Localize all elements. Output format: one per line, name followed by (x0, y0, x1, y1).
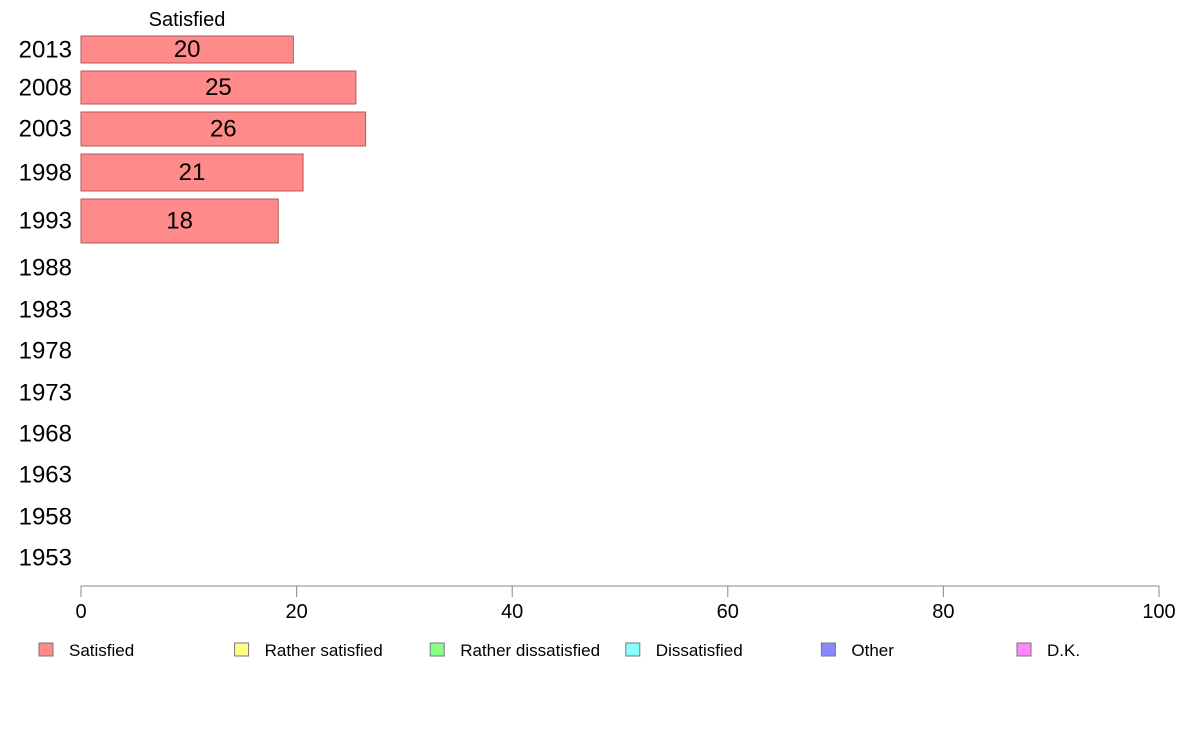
y-tick-label-1963: 1963 (19, 461, 72, 488)
legend-label: Satisfied (69, 641, 134, 660)
data-label-2013: 20 (174, 36, 201, 63)
x-axis: 0 20 40 60 80 100 (75, 585, 1176, 623)
legend: Satisfied Rather satisfied Rather dissatis… (38, 641, 1080, 660)
bar-1993-satisfied (80, 198, 279, 244)
y-tick-label-1983: 1983 (19, 296, 72, 323)
x-tick-label-40: 40 (501, 601, 523, 623)
y-tick-label-1968: 1968 (19, 420, 72, 447)
legend-swatch-satisfied (38, 642, 54, 657)
y-tick-label-2003: 2003 (19, 115, 72, 142)
x-tick-label-100: 100 (1142, 601, 1175, 623)
y-tick-label-1988: 1988 (19, 254, 72, 281)
bar-1998-satisfied (80, 153, 304, 192)
y-tick-label-2008: 2008 (19, 74, 72, 101)
legend-swatch-d-k- (1016, 642, 1032, 657)
y-tick-label-2013: 2013 (19, 36, 72, 63)
y-tick-label-1973: 1973 (19, 379, 72, 406)
y-tick-label-1998: 1998 (19, 159, 72, 186)
legend-label: Dissatisfied (656, 641, 743, 660)
data-label-2008: 25 (205, 74, 232, 101)
data-label-1993: 18 (166, 207, 193, 234)
legend-label: Other (851, 641, 894, 660)
column-header: Satisfied (149, 9, 226, 31)
y-tick-label-1993: 1993 (19, 207, 72, 234)
legend-label: D.K. (1047, 641, 1080, 660)
x-tick-label-20: 20 (285, 601, 307, 623)
x-tick-label-0: 0 (75, 601, 86, 623)
legend-swatch-dissatisfied (625, 642, 641, 657)
bar-2003-satisfied (80, 111, 367, 147)
y-tick-label-1953: 1953 (19, 544, 72, 571)
data-label-1998: 21 (179, 159, 206, 186)
legend-label: Rather dissatisfied (460, 641, 600, 660)
legend-swatch-rather-satisfied (234, 642, 250, 657)
legend-swatch-rather-dissatisfied (429, 642, 445, 657)
y-axis-labels: 2013 2008 2003 1998 1993 1988 1983 1978 1973 1968… (19, 36, 72, 571)
bar-2013-satisfied (80, 35, 294, 64)
bar-2008-satisfied (80, 70, 357, 105)
data-label-2003: 26 (210, 115, 237, 142)
legend-label: Rather satisfied (265, 641, 383, 660)
x-tick-label-80: 80 (932, 601, 954, 623)
y-tick-label-1978: 1978 (19, 337, 72, 364)
x-tick-label-60: 60 (717, 601, 739, 623)
y-tick-label-1958: 1958 (19, 503, 72, 530)
legend-swatch-other (820, 642, 836, 657)
